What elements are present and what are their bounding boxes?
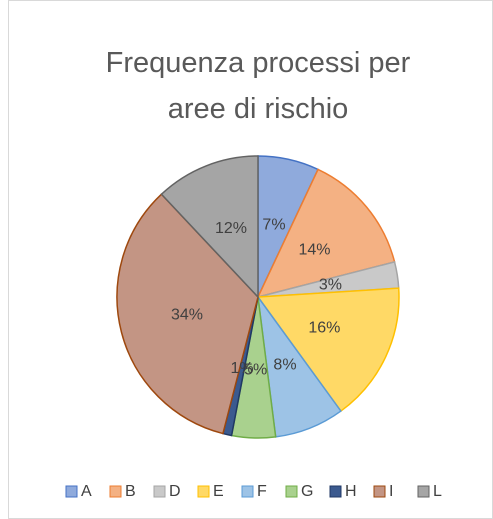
data-label: 8% <box>273 356 296 373</box>
data-label: 5% <box>244 362 267 379</box>
data-label: 1% <box>230 360 253 377</box>
pie-slice <box>160 155 259 299</box>
legend-label: F <box>257 483 267 500</box>
pie-slice <box>256 287 400 413</box>
legend-swatch <box>153 485 166 498</box>
legend-swatch <box>417 485 430 498</box>
legend-swatch <box>285 485 298 498</box>
legend-label: H <box>345 483 357 500</box>
legend-label: E <box>213 483 224 500</box>
data-label: 14% <box>298 241 330 258</box>
legend-label: L <box>433 483 442 500</box>
pie-slice <box>256 168 396 299</box>
chart-title: Frequenza processi per aree di rischio <box>105 47 411 125</box>
data-label: 16% <box>308 319 340 336</box>
legend-label: A <box>81 483 92 500</box>
data-label: 7% <box>262 217 285 234</box>
legend-swatch <box>197 485 210 498</box>
legend-swatch <box>65 485 78 498</box>
data-label: 3% <box>319 277 342 294</box>
legend-label: D <box>169 483 181 500</box>
legend-label: I <box>389 483 393 500</box>
legend-swatch <box>373 485 386 498</box>
legend-swatch <box>241 485 254 498</box>
pie-slice <box>116 193 259 435</box>
data-label: 34% <box>171 306 203 323</box>
legend-label: G <box>301 483 313 500</box>
data-label: 12% <box>215 220 247 237</box>
legend-swatch <box>109 485 122 498</box>
legend-label: B <box>125 483 136 500</box>
legend-swatch <box>329 485 342 498</box>
